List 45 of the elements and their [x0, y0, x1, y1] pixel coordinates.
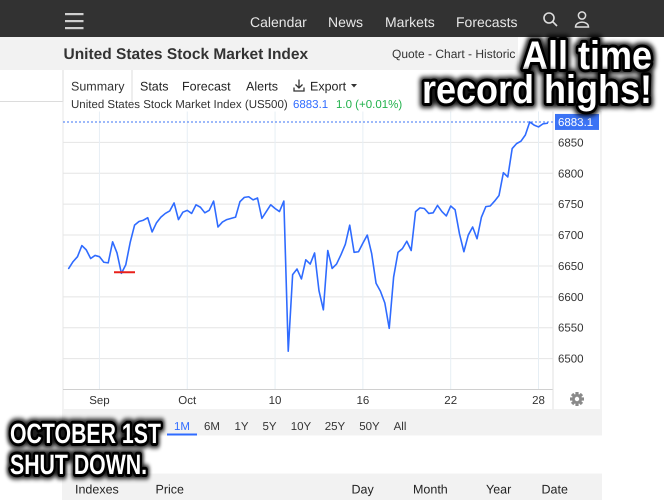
text: Month — [413, 482, 448, 496]
x-tick-label: 10 — [268, 395, 282, 407]
text: SHUT DOWN. — [10, 449, 148, 481]
text: Year — [486, 482, 512, 496]
text: Export — [310, 80, 347, 94]
text: Alerts — [246, 80, 278, 94]
y-tick-label: 6850 — [558, 137, 584, 150]
x-tick-label: Sep — [89, 395, 110, 407]
text: Stats — [140, 80, 168, 94]
y-tick-label: 6550 — [558, 322, 584, 335]
y-tick-label: 6750 — [558, 199, 584, 212]
ref-line-label: 6883.1 — [558, 117, 594, 130]
text: 50Y — [359, 421, 380, 433]
text: Forecast — [182, 80, 232, 94]
y-tick-label: 6500 — [558, 354, 584, 366]
y-tick-label: 6700 — [558, 230, 584, 242]
text: Forecasts — [456, 14, 518, 30]
text: All — [394, 421, 406, 433]
y-tick-label: 6800 — [558, 168, 584, 180]
text: Date — [542, 482, 568, 496]
x-tick-label: 16 — [356, 395, 370, 407]
text: Summary — [71, 80, 126, 94]
text: 6883.1 — [293, 99, 328, 111]
chart-subtitle: United States Stock Market Index (US500) — [71, 99, 288, 111]
x-tick-label: 28 — [532, 395, 545, 407]
x-tick-label: 22 — [444, 395, 458, 407]
text: 6M — [204, 421, 220, 433]
text: Day — [352, 482, 374, 496]
text: Markets — [385, 14, 435, 30]
text: Quote - Chart - Historic — [392, 47, 516, 61]
text: 10Y — [290, 421, 312, 433]
chart-title: United States Stock Market Index — [64, 46, 309, 63]
text: 1.0 (+0.01%) — [336, 99, 402, 111]
text: News — [328, 14, 364, 30]
y-tick-label: 6600 — [558, 292, 584, 304]
text: Indexes — [75, 482, 119, 496]
text: Price — [156, 482, 184, 496]
text: 25Y — [324, 421, 346, 433]
text: 5Y — [262, 421, 277, 433]
text: 1Y — [234, 421, 249, 433]
text: Calendar — [250, 14, 308, 30]
text: OCTOBER 1ST — [10, 418, 161, 450]
x-tick-label: Oct — [178, 395, 198, 407]
y-tick-label: 6650 — [558, 260, 584, 273]
text: 1M — [174, 421, 190, 433]
